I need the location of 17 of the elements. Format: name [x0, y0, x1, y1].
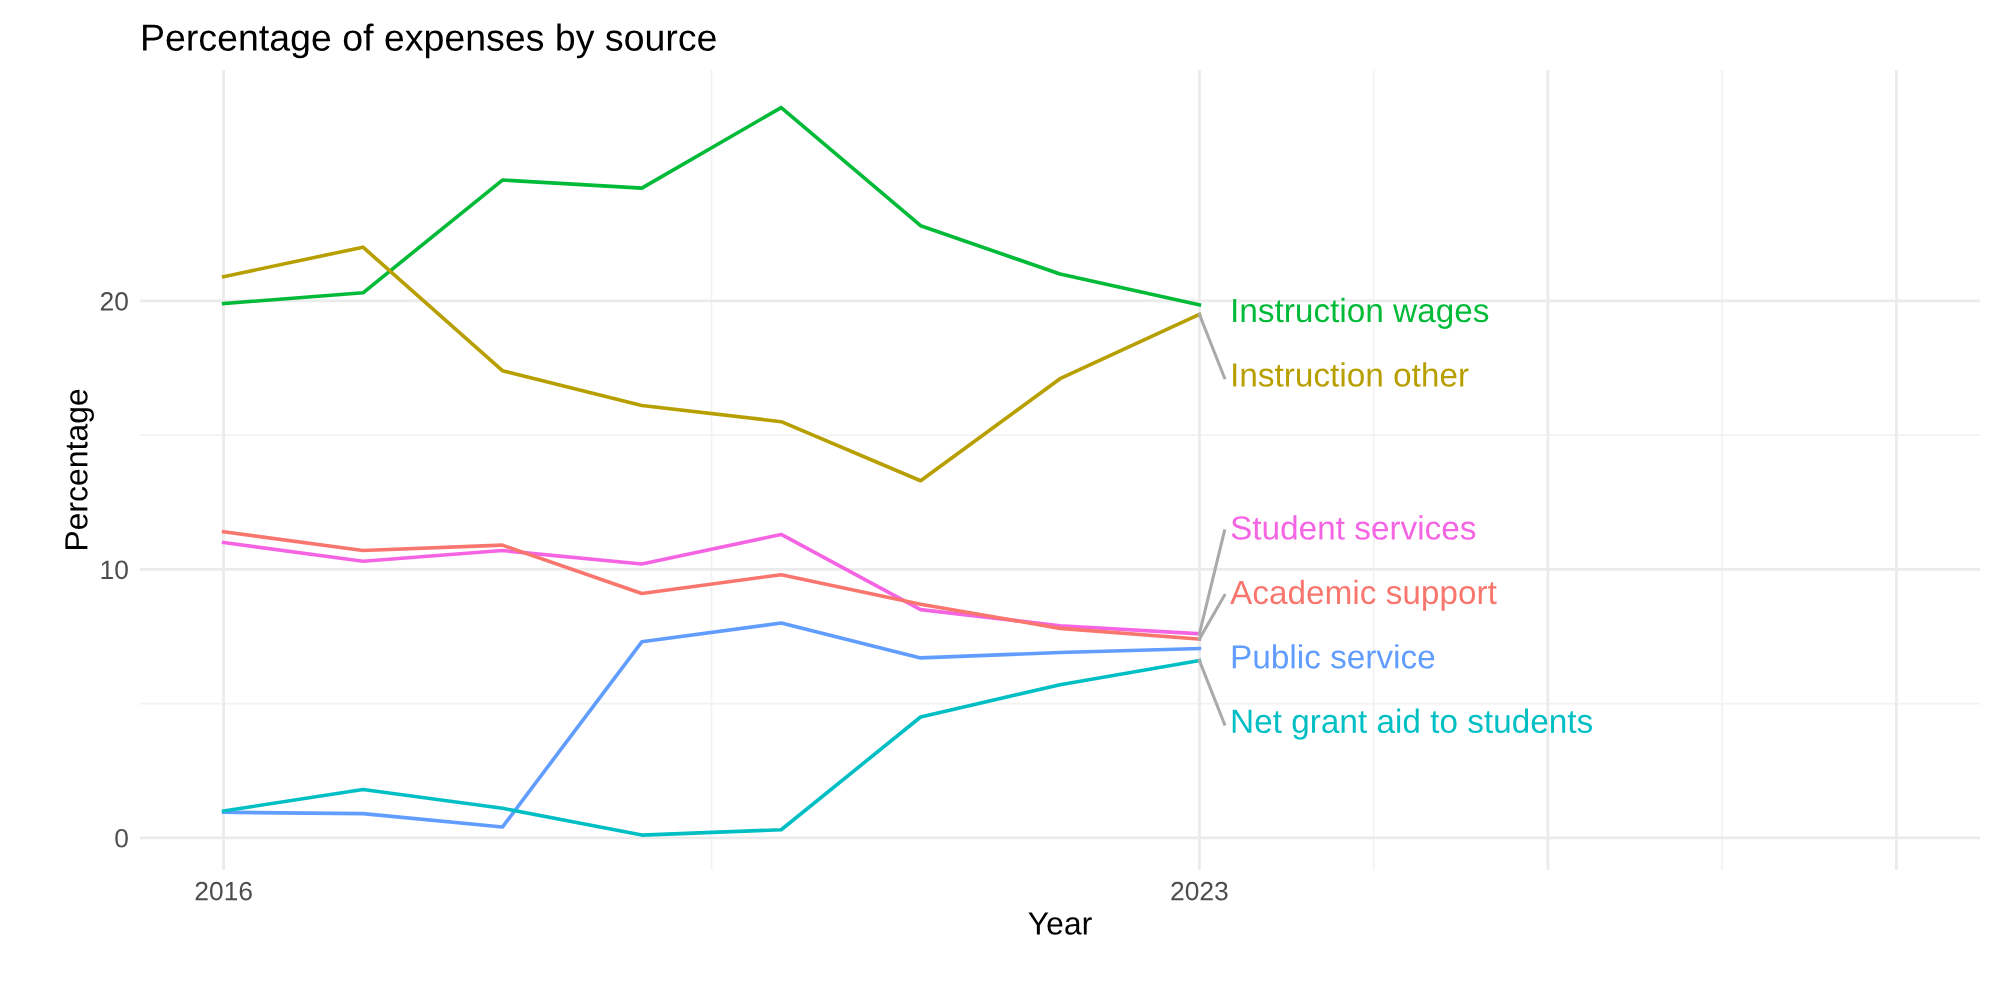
- y-axis-title: Percentage: [65, 389, 94, 550]
- series-label: Instruction other: [1233, 362, 1469, 387]
- series-label: Academic support: [1230, 579, 1497, 611]
- series-label: Instruction wages: [1233, 297, 1489, 329]
- x-tick-label: 2023: [1171, 881, 1228, 901]
- line-series: [221, 621, 1202, 829]
- x-tick-label: 2016: [195, 881, 252, 901]
- series-label: Public service: [1232, 644, 1435, 669]
- series-label: Net grant aid to students: [1232, 708, 1593, 740]
- y-tick-label: 0: [115, 828, 128, 848]
- chart-title: Percentage of expenses by source: [143, 23, 716, 59]
- line-series: [221, 105, 1202, 307]
- y-tick-label: 20: [100, 292, 128, 311]
- y-tick-label: 10: [101, 560, 128, 580]
- x-axis-title: Year: [1028, 912, 1092, 935]
- line-series: [221, 245, 1202, 483]
- text: Student services: [1231, 515, 1476, 540]
